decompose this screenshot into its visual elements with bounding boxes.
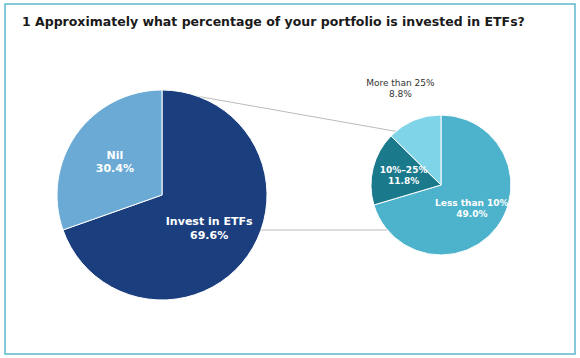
data-label: More than 25%8.8%: [366, 78, 435, 99]
data-label: 10%–25%11.8%: [380, 165, 428, 186]
value-label: 49.0%: [456, 209, 487, 219]
category-label: Less than 10%: [435, 198, 509, 208]
frame: [5, 4, 575, 354]
value-label: 30.4%: [96, 162, 134, 175]
data-label: Invest in ETFs69.6%: [166, 215, 253, 242]
category-label: 10%–25%: [380, 165, 428, 175]
slice: [57, 90, 162, 230]
value-label: 69.6%: [190, 229, 228, 242]
chart: 1 Approximately what percentage of your …: [0, 0, 580, 358]
category-label: More than 25%: [366, 78, 435, 88]
value-label: 11.8%: [388, 176, 419, 186]
category-label: Invest in ETFs: [166, 215, 253, 228]
category-label: Nil: [106, 149, 123, 162]
pie: [57, 90, 267, 300]
slice: [374, 115, 511, 255]
title: 1 Approximately what percentage of your …: [22, 14, 525, 29]
data-label: Nil30.4%: [96, 149, 134, 176]
data-label: Less than 10%49.0%: [435, 198, 509, 219]
value-label: 8.8%: [389, 89, 412, 99]
pie: [371, 115, 511, 255]
